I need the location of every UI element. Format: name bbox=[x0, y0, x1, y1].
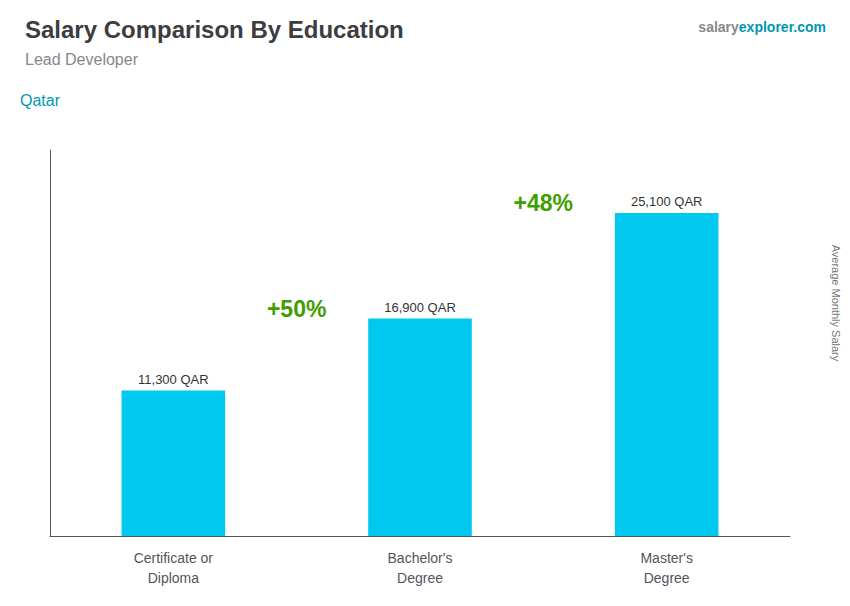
svg-text:Average Monthly Salary: Average Monthly Salary bbox=[830, 245, 842, 362]
svg-text:explorer.com: explorer.com bbox=[739, 19, 826, 35]
svg-text:Degree: Degree bbox=[644, 570, 690, 586]
svg-text:+48%: +48% bbox=[514, 190, 573, 216]
svg-text:Master's: Master's bbox=[640, 550, 692, 566]
svg-text:Degree: Degree bbox=[397, 570, 443, 586]
svg-text:Qatar: Qatar bbox=[20, 92, 61, 109]
svg-text:Salary Comparison By Education: Salary Comparison By Education bbox=[25, 16, 404, 43]
svg-text:Diploma: Diploma bbox=[148, 570, 200, 586]
svg-text:Certificate or: Certificate or bbox=[134, 550, 214, 566]
svg-text:+50%: +50% bbox=[267, 296, 326, 322]
svg-text:salary: salary bbox=[698, 19, 739, 35]
svg-text:16,900 QAR: 16,900 QAR bbox=[384, 300, 456, 315]
svg-text:Lead Developer: Lead Developer bbox=[25, 51, 139, 68]
svg-text:Bachelor's: Bachelor's bbox=[388, 550, 453, 566]
svg-text:11,300 QAR: 11,300 QAR bbox=[138, 372, 209, 387]
svg-text:25,100 QAR: 25,100 QAR bbox=[631, 194, 703, 209]
